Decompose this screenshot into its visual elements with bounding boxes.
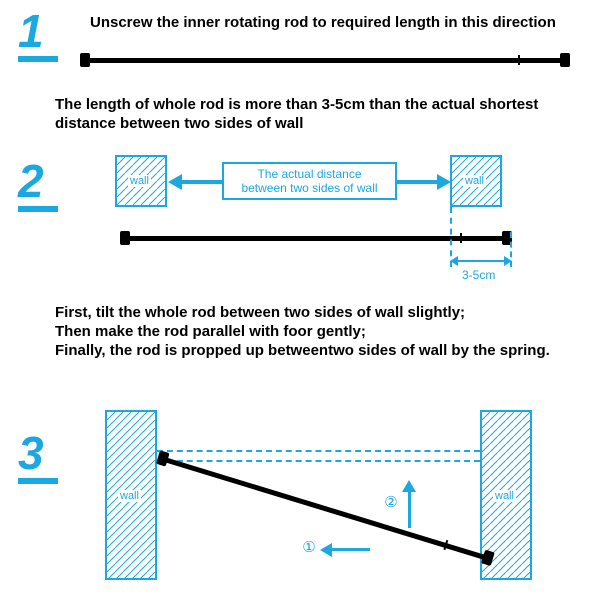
step-3-wall-left-label: wall — [118, 490, 141, 502]
step-3-description: First, tilt the whole rod between two si… — [55, 304, 565, 360]
step-2-dim-arrow-left — [450, 256, 458, 266]
step-3-target-line-top — [157, 450, 480, 452]
step-3-target-line-bottom — [157, 460, 480, 462]
step-1-number: 1 — [18, 8, 44, 54]
step-3-arrow-1-line — [330, 548, 370, 551]
step-3-number: 3 — [18, 430, 44, 476]
step-1-underline — [18, 56, 58, 62]
step-2-rod-joint — [460, 233, 462, 243]
step-3-marker-2: ② — [382, 495, 400, 513]
step-1-rod-cap-left — [80, 53, 90, 67]
step-2-distance-box: The actual distance between two sides of… — [222, 162, 397, 200]
step-2-arrow-left-line — [180, 180, 222, 184]
step-2-description: The length of whole rod is more than 3-5… — [55, 96, 555, 134]
step-2-number: 2 — [18, 158, 44, 204]
step-3-arrow-1-head — [320, 543, 332, 557]
step-1-rod — [86, 58, 564, 63]
step-2-rod — [126, 236, 506, 241]
step-1-rod-cap-right — [560, 53, 570, 67]
step-1-description: Unscrew the inner rotating rod to requir… — [90, 14, 580, 33]
step-3-underline — [18, 478, 58, 484]
step-2-arrow-right-head — [437, 174, 451, 190]
step-2-arrow-left-head — [168, 174, 182, 190]
step-3-arrow-2-line — [408, 490, 411, 528]
step-2-dim-bar — [454, 260, 508, 262]
step-1-rod-joint — [518, 55, 520, 65]
step-2-rod-cap-left — [120, 231, 130, 245]
step-2-dim-arrow-right — [504, 256, 512, 266]
step-2-wall-right-label: wall — [463, 175, 486, 187]
step-2-dim-label: 3-5cm — [462, 268, 495, 282]
step-3-arrow-2-head — [402, 480, 416, 492]
step-2-wall-left-label: wall — [128, 175, 151, 187]
step-2-arrow-right-line — [397, 180, 439, 184]
step-3-wall-right-label: wall — [493, 490, 516, 502]
step-3-rod-cap-left — [156, 450, 170, 466]
step-2-underline — [18, 206, 58, 212]
step-3-marker-1: ① — [300, 540, 318, 558]
